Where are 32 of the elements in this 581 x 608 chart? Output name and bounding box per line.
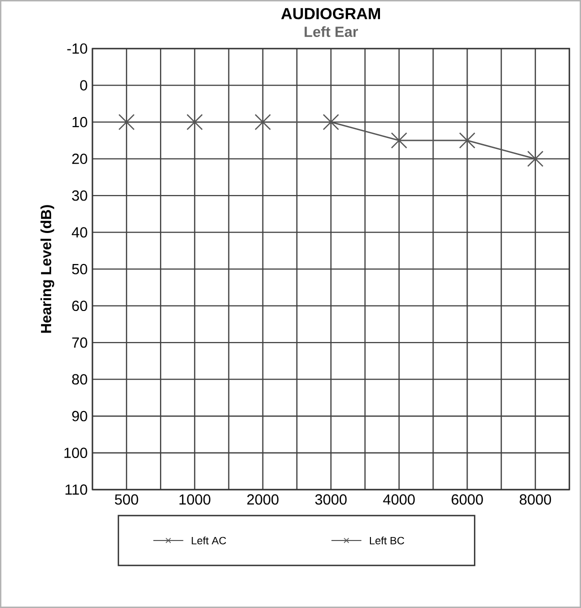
y-tick-label: 70 (72, 337, 88, 348)
x-tick-label: 4000 (383, 494, 415, 505)
y-tick-label: 80 (72, 374, 88, 385)
y-tick-label: 40 (72, 227, 88, 238)
y-tick-label: 60 (72, 300, 88, 312)
point (322, 114, 340, 130)
chart-title: AUDIOGRAM (281, 8, 380, 20)
point (527, 150, 544, 167)
point (459, 132, 476, 149)
legend-label: Left BC (370, 536, 404, 544)
y-tick-label: 10 (72, 116, 88, 128)
y-tick-label: 110 (66, 484, 88, 495)
y-axis-title: Hearing Level (dB) (40, 205, 54, 333)
point (254, 114, 271, 130)
point (186, 114, 203, 130)
y-tick-label: 50 (72, 264, 88, 274)
x-tick-label: 8000 (520, 494, 551, 505)
legend-label: Left AC (192, 536, 226, 544)
x-tick-label: 2000 (247, 494, 278, 505)
y-tick-label: 90 (72, 410, 88, 422)
point (390, 132, 408, 149)
chart-subtitle: Left Ear (304, 26, 358, 37)
y-tick-label: 100 (64, 448, 88, 458)
x-tick-label: 3000 (315, 494, 347, 505)
y-tick-label: 20 (72, 154, 88, 164)
x-tick-label: 6000 (452, 494, 483, 505)
y-tick-label: 0 (80, 80, 88, 90)
y-tick-label: -10 (67, 43, 88, 54)
point (118, 114, 135, 130)
y-tick-label: 30 (72, 190, 88, 201)
x-tick-label: 500 (114, 494, 138, 505)
x-tick-label: 1000 (179, 494, 210, 505)
